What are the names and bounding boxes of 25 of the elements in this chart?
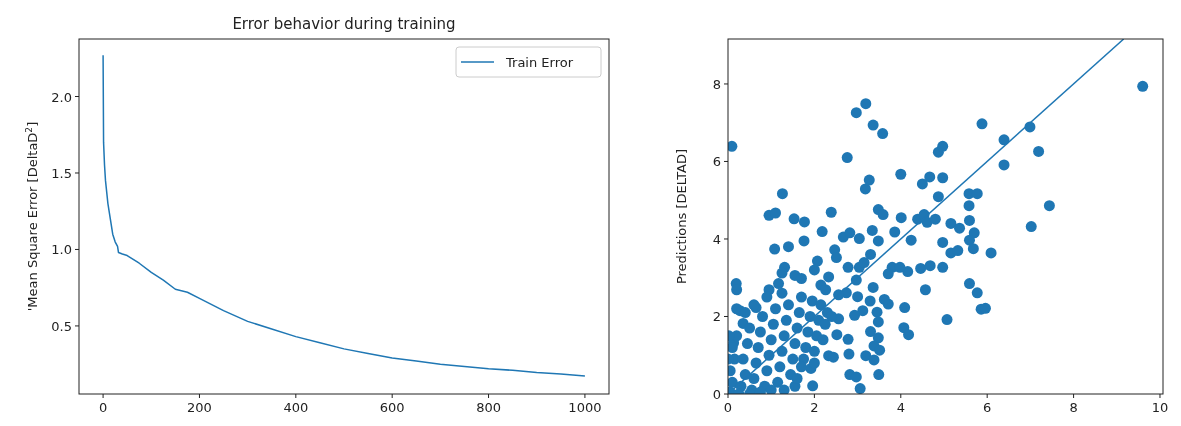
x-tick-label: 800 xyxy=(476,400,501,415)
chart-title: Error behavior during training xyxy=(232,15,456,33)
x-tick-label: 2 xyxy=(810,400,819,415)
y-tick-label: 4 xyxy=(712,231,721,247)
y-tick-label: 0 xyxy=(712,387,721,402)
y-tick-label: 2 xyxy=(712,309,721,325)
x-tick-label: 8 xyxy=(1069,400,1078,415)
legend-label: Train Error xyxy=(505,55,574,70)
x-tick-label: 10 xyxy=(1151,400,1169,415)
x-tick-label: 6 xyxy=(983,400,992,415)
x-tick-label: 600 xyxy=(379,400,405,415)
y-tick-label: 1.5 xyxy=(51,165,72,181)
x-tick-label: 400 xyxy=(283,400,309,415)
x-tick-label: 0 xyxy=(723,400,733,415)
y-tick-label: 6 xyxy=(712,154,721,170)
y-tick-label: 2.0 xyxy=(51,89,72,105)
y-axis-title: Predictions [DELTAD] xyxy=(674,148,689,285)
x-tick-label: 1000 xyxy=(568,400,602,415)
y-tick-label: 1.0 xyxy=(51,242,72,258)
x-tick-label: 0 xyxy=(98,400,108,415)
x-tick-label: 4 xyxy=(896,400,905,415)
x-tick-label: 200 xyxy=(187,400,212,415)
y-tick-label: 0.5 xyxy=(51,318,72,334)
line-series xyxy=(102,54,586,377)
y-tick-label: 8 xyxy=(712,76,721,92)
